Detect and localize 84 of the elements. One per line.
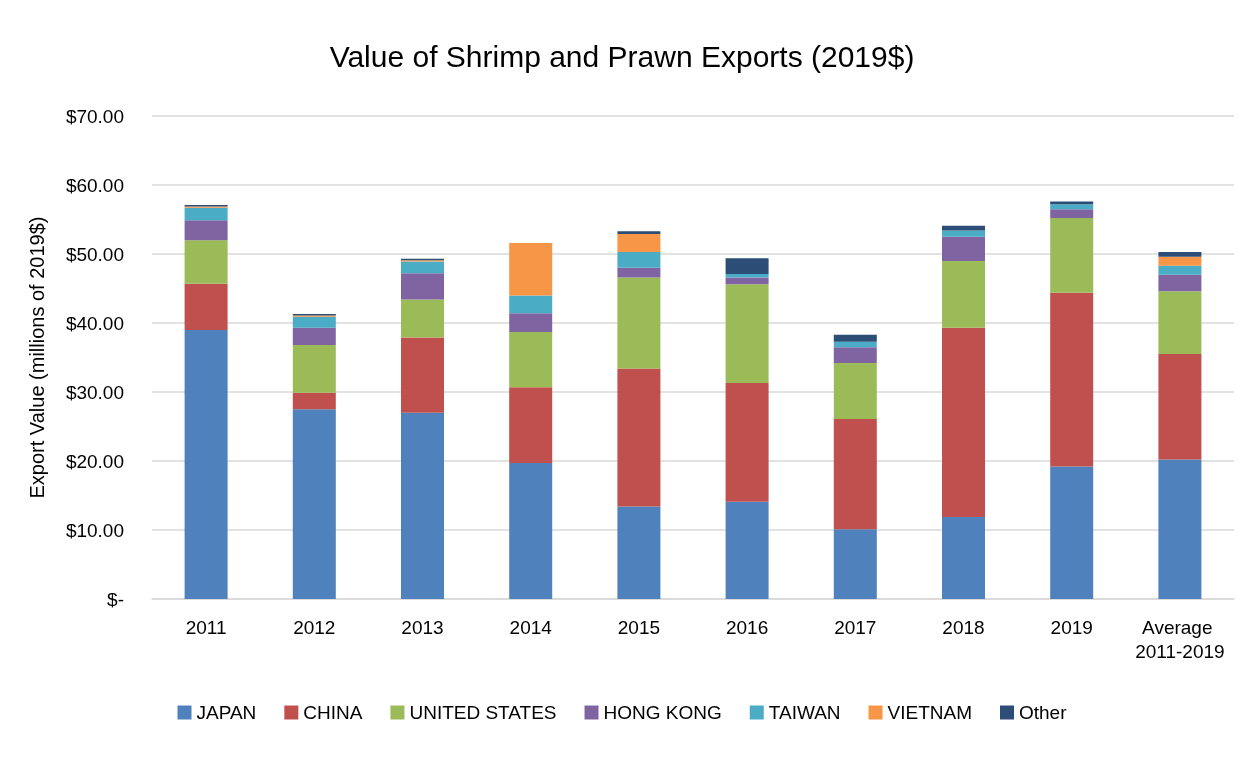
legend-label: Other bbox=[1018, 702, 1068, 723]
bar bbox=[1158, 354, 1202, 460]
x-tick-label: 2012 bbox=[293, 616, 336, 638]
legend-label: UNITED STATES bbox=[409, 702, 557, 723]
x-tick-label: 2016 bbox=[725, 616, 769, 638]
bar bbox=[1158, 256, 1202, 266]
bar bbox=[725, 284, 769, 384]
bar bbox=[942, 230, 985, 237]
bar bbox=[617, 233, 661, 252]
bar bbox=[1158, 291, 1202, 355]
bar bbox=[833, 529, 877, 599]
bar bbox=[509, 463, 553, 599]
bar bbox=[1050, 204, 1094, 210]
bar bbox=[1158, 251, 1202, 257]
bar bbox=[617, 506, 661, 599]
bar bbox=[1050, 209, 1094, 219]
bar bbox=[833, 334, 877, 342]
legend-label: TAIWAN bbox=[768, 702, 841, 723]
bar bbox=[725, 501, 769, 599]
bar bbox=[617, 368, 661, 507]
bar bbox=[725, 383, 769, 502]
legend-label: HONG KONG bbox=[603, 702, 722, 723]
bar bbox=[1158, 265, 1202, 275]
bar bbox=[292, 392, 336, 410]
bar bbox=[833, 341, 877, 348]
bar bbox=[401, 273, 444, 300]
x-tick-label: 2013 bbox=[401, 616, 444, 638]
y-tick-label: $50.00 bbox=[65, 243, 124, 265]
bar bbox=[833, 418, 877, 530]
bar bbox=[401, 337, 444, 413]
bar bbox=[509, 242, 553, 296]
y-tick-label: $30.00 bbox=[65, 381, 124, 403]
x-tick-label: 2015 bbox=[617, 616, 661, 638]
y-tick-label: $10.00 bbox=[65, 519, 124, 541]
bar bbox=[617, 231, 661, 234]
x-tick-label: 2014 bbox=[509, 616, 553, 638]
bar bbox=[1050, 218, 1094, 293]
legend-label: JAPAN bbox=[196, 702, 257, 723]
bar bbox=[1050, 292, 1094, 467]
bar bbox=[1158, 274, 1202, 292]
bar bbox=[184, 283, 228, 330]
bar bbox=[184, 329, 228, 599]
bar bbox=[617, 267, 661, 278]
bar bbox=[509, 331, 553, 388]
bar bbox=[292, 327, 336, 346]
bar bbox=[833, 363, 877, 419]
legend-label: VIETNAM bbox=[887, 702, 972, 723]
legend-label: CHINA bbox=[303, 702, 363, 723]
y-tick-label: $60.00 bbox=[65, 174, 124, 196]
x-tick-label: Average 2011-2019 bbox=[1135, 616, 1225, 662]
bar bbox=[1050, 466, 1094, 599]
x-tick-label: 2019 bbox=[1050, 616, 1093, 638]
bar bbox=[292, 345, 336, 393]
bar bbox=[1158, 459, 1202, 599]
bar bbox=[942, 225, 985, 231]
bar bbox=[184, 220, 228, 241]
y-tick-label: $- bbox=[107, 588, 124, 610]
bar bbox=[942, 260, 985, 328]
bar bbox=[401, 412, 444, 599]
chart-title: Value of Shrimp and Prawn Exports (2019$) bbox=[329, 39, 915, 73]
y-tick-label: $70.00 bbox=[65, 105, 124, 127]
bar bbox=[725, 258, 769, 275]
bar bbox=[292, 316, 336, 328]
bar bbox=[617, 277, 661, 369]
y-tick-label: $20.00 bbox=[65, 450, 124, 472]
bar bbox=[725, 277, 769, 285]
x-tick-label: 2017 bbox=[834, 616, 877, 638]
y-axis-title: Export Value (millions of 2019$) bbox=[26, 216, 48, 499]
bar bbox=[184, 207, 228, 221]
bar bbox=[942, 516, 985, 599]
bar bbox=[833, 347, 877, 364]
bar bbox=[509, 387, 553, 464]
bar bbox=[942, 327, 985, 517]
bar bbox=[942, 236, 985, 261]
bar bbox=[401, 261, 444, 274]
x-tick-label: 2018 bbox=[942, 616, 985, 638]
bar bbox=[509, 295, 553, 314]
bar bbox=[401, 299, 444, 338]
bar bbox=[184, 240, 228, 284]
bar bbox=[617, 251, 661, 268]
x-tick-label: 2011 bbox=[185, 616, 227, 638]
bar bbox=[292, 409, 336, 599]
bar bbox=[509, 313, 553, 332]
y-tick-label: $40.00 bbox=[65, 312, 124, 334]
